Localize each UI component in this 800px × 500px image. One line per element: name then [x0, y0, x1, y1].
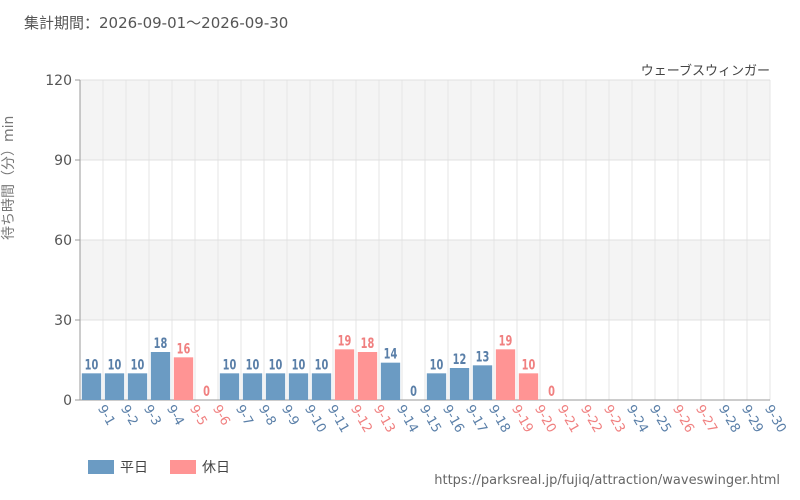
x-tick-label: 9-9 — [278, 403, 302, 429]
bar-value-label: 10 — [315, 356, 329, 373]
x-tick-label: 9-24 — [623, 403, 651, 436]
bar-value-label: 10 — [292, 356, 306, 373]
x-tick-label: 9-22 — [577, 403, 605, 436]
x-tick-label: 9-11 — [324, 403, 352, 436]
bar-value-label: 10 — [223, 356, 237, 373]
bar-value-label: 13 — [476, 348, 490, 365]
x-tick-label: 9-5 — [186, 403, 210, 429]
x-tick-label: 9-18 — [485, 403, 513, 436]
x-tick-label: 9-8 — [255, 403, 279, 429]
y-tick-label: 60 — [54, 233, 72, 249]
bar-value-label: 0 — [548, 383, 555, 400]
bar-value-label: 18 — [154, 335, 168, 352]
x-tick-label: 9-6 — [209, 403, 233, 429]
x-tick-label: 9-7 — [232, 403, 256, 429]
x-tick-label: 9-23 — [600, 403, 628, 436]
x-tick-label: 9-12 — [347, 403, 375, 436]
bar-value-label: 10 — [430, 356, 444, 373]
legend-swatch-holiday — [170, 460, 196, 474]
bar-value-label: 19 — [499, 332, 513, 349]
bar — [265, 373, 286, 400]
x-tick-label: 9-27 — [692, 403, 720, 436]
bar — [426, 373, 447, 400]
bar-value-label: 18 — [361, 335, 375, 352]
bar — [104, 373, 125, 400]
x-tick-label: 9-25 — [646, 403, 674, 436]
x-tick-label: 9-10 — [301, 403, 329, 436]
bar — [242, 373, 263, 400]
bar — [334, 349, 355, 400]
x-tick-label: 9-28 — [715, 403, 743, 436]
bar — [472, 365, 493, 400]
bar-value-label: 19 — [338, 332, 352, 349]
bar — [288, 373, 309, 400]
y-tick-label: 0 — [63, 393, 72, 409]
y-tick-label: 120 — [45, 73, 72, 89]
x-tick-label: 9-21 — [554, 403, 582, 436]
legend-label-holiday: 休日 — [202, 460, 230, 476]
x-tick-label: 9-13 — [370, 403, 398, 436]
bar — [357, 352, 378, 400]
bar — [81, 373, 102, 400]
bar — [495, 349, 516, 400]
bar-value-label: 10 — [131, 356, 145, 373]
bar-value-label: 10 — [269, 356, 283, 373]
x-tick-label: 9-30 — [761, 403, 789, 436]
bar — [150, 352, 171, 400]
source-url: https://parksreal.jp/fujiq/attraction/wa… — [434, 473, 780, 488]
bar-value-label: 16 — [177, 340, 191, 357]
x-tick-label: 9-17 — [462, 403, 490, 436]
bar — [219, 373, 240, 400]
x-tick-label: 9-4 — [163, 403, 187, 429]
attraction-name: ウェーブスウィンガー — [640, 64, 770, 79]
bar-value-label: 10 — [246, 356, 260, 373]
legend-label-weekday: 平日 — [120, 460, 148, 476]
bar-value-label: 0 — [203, 383, 210, 400]
bar — [380, 362, 401, 400]
x-tick-label: 9-2 — [117, 403, 141, 429]
bar — [449, 368, 470, 400]
x-tick-label: 9-3 — [140, 403, 164, 429]
legend: 平日 休日 — [88, 457, 230, 477]
bar-value-label: 10 — [85, 356, 99, 373]
x-tick-label: 9-1 — [94, 403, 118, 429]
x-tick-label: 9-16 — [439, 403, 467, 436]
x-tick-label: 9-19 — [508, 403, 536, 436]
legend-swatch-weekday — [88, 460, 114, 474]
bar-value-label: 10 — [522, 356, 536, 373]
bar-value-label: 14 — [384, 345, 398, 362]
bar — [127, 373, 148, 400]
bar — [518, 373, 539, 400]
x-tick-label: 9-29 — [738, 403, 766, 436]
x-tick-label: 9-15 — [416, 403, 444, 436]
x-tick-label: 9-14 — [393, 403, 421, 436]
y-tick-label: 90 — [54, 153, 72, 169]
y-tick-label: 30 — [54, 313, 72, 329]
period-label: 集計期間：2026-09-01～2026-09-30 — [24, 14, 289, 32]
bar-value-label: 0 — [410, 383, 417, 400]
legend-item-weekday: 平日 — [88, 457, 148, 477]
legend-item-holiday: 休日 — [170, 457, 230, 477]
bar — [311, 373, 332, 400]
bar — [173, 357, 194, 400]
bar-value-label: 12 — [453, 351, 467, 368]
x-tick-label: 9-26 — [669, 403, 697, 436]
x-tick-label: 9-20 — [531, 403, 559, 436]
bar-value-label: 10 — [108, 356, 122, 373]
